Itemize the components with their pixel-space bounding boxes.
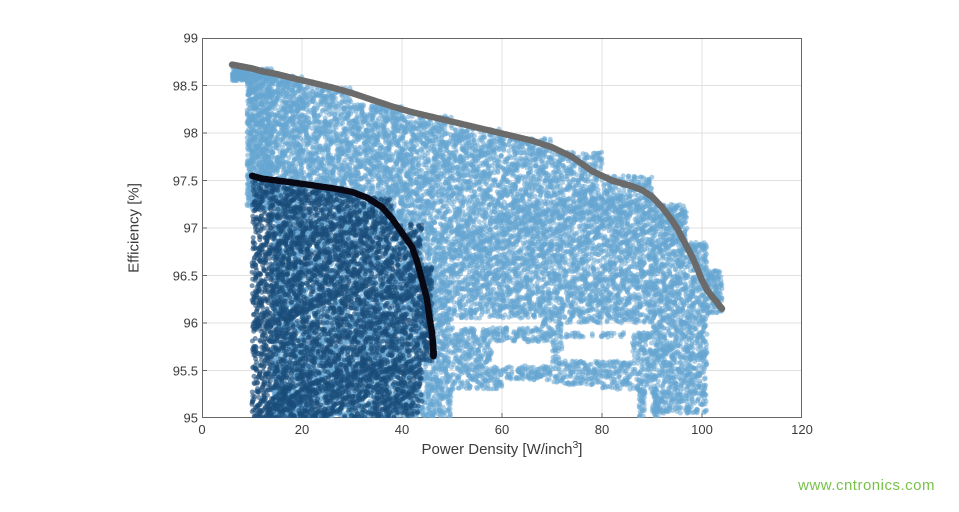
page-root: Efficiency [%] Power Density [W/inch3] 9… [0,0,959,512]
plot-area [202,38,802,418]
y-tick: 99 [184,31,198,46]
plot-svg [202,38,802,418]
y-tick: 98 [184,126,198,141]
x-tick: 100 [691,422,713,437]
x-axis-label: Power Density [W/inch3] [422,439,583,458]
y-tick: 95 [184,411,198,426]
y-axis-label: Efficiency [%] [126,183,143,273]
x-tick: 60 [495,422,509,437]
watermark: www.cntronics.com [798,477,935,494]
x-tick: 20 [295,422,309,437]
y-tick: 96 [184,316,198,331]
x-tick: 0 [198,422,205,437]
x-tick: 80 [595,422,609,437]
y-tick: 96.5 [173,268,198,283]
y-tick: 97.5 [173,173,198,188]
chart-container: Efficiency [%] Power Density [W/inch3] 9… [142,28,820,456]
y-tick: 95.5 [173,363,198,378]
y-tick: 97 [184,221,198,236]
x-tick: 120 [791,422,813,437]
y-tick: 98.5 [173,78,198,93]
x-tick: 40 [395,422,409,437]
